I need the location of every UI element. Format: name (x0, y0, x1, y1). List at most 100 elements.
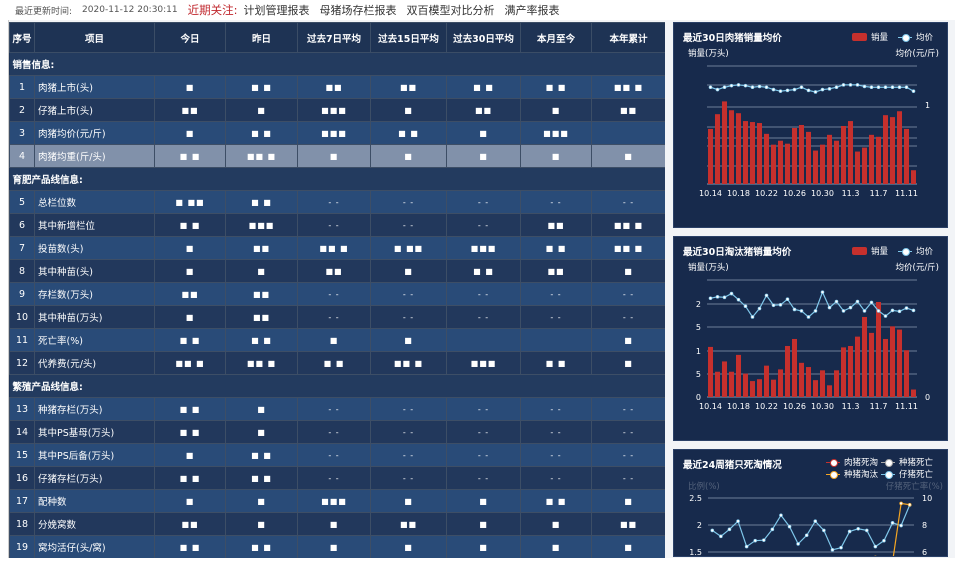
link-full-production-report[interactable]: 满产率报表 (504, 4, 560, 17)
cell-value: ■ ■ (154, 213, 226, 237)
legend-item[interactable]: 种猪死亡 (881, 456, 933, 468)
cell-value: ■ ■ (520, 75, 592, 99)
cell-value: ■ (225, 420, 298, 444)
cell-value: ■ (225, 259, 298, 283)
row-number: 7 (9, 236, 35, 260)
legend-label: 均价 (916, 33, 934, 43)
bar (834, 370, 839, 397)
link-sow-stock-report[interactable]: 母猪场存栏报表 (319, 4, 397, 17)
bar (785, 345, 790, 397)
table-row[interactable]: 7 投苗数(头) ■ ■■ ■■ ■ ■ ■■ ■■■ ■ ■ ■■ ■ (9, 236, 665, 260)
cell-value: - - (520, 282, 592, 306)
cell-value: ■ (446, 535, 521, 558)
column-header[interactable]: 过去15日平均 (370, 22, 447, 53)
data-point (911, 308, 916, 313)
column-header[interactable]: 过去7日平均 (297, 22, 371, 53)
table-row[interactable]: 8 其中种苗(头) ■ ■ ■■ ■ ■ ■ ■■ ■ (9, 259, 665, 283)
table-row[interactable]: 16 仔猪存栏(万头) ■ ■ ■ ■ - -- -- -- -- - (9, 466, 665, 490)
data-point (761, 538, 766, 542)
bar (869, 332, 874, 397)
cell-value: ■■ (297, 75, 371, 99)
legend-item[interactable]: 肉猪死淘 (826, 456, 878, 468)
bar (757, 123, 762, 184)
table-row[interactable]: 19 窝均活仔(头/窝) ■ ■ ■ ■ ■ ■ ■ ■ ■ (9, 535, 665, 558)
cell-value: ■■ ■ (591, 75, 665, 99)
column-header[interactable]: 序号 (9, 22, 35, 53)
data-point (911, 89, 916, 93)
table-row[interactable]: 2 仔猪上市(头) ■■ ■ ■■■ ■ ■■ ■ ■■ (9, 98, 665, 122)
cell-value: ■ ■ (297, 351, 371, 375)
link-model-compare[interactable]: 双百模型对比分析 (406, 4, 495, 17)
row-number: 2 (9, 98, 35, 122)
bar (855, 151, 860, 184)
data-point (743, 83, 748, 88)
data-point (820, 290, 825, 294)
data-point (778, 303, 783, 307)
data-point (907, 502, 912, 507)
table-row[interactable]: 3 肉猪均价(元/斤) ■ ■ ■ ■■■ ■ ■ ■ ■■■ (9, 121, 665, 145)
data-point (874, 555, 877, 556)
cell-value: ■■ (297, 259, 371, 283)
row-item: 其中新增栏位 (34, 213, 155, 237)
row-item: 种猪存栏(万头) (34, 397, 155, 421)
bar (834, 140, 839, 184)
link-plan-report[interactable]: 计划管理报表 (243, 4, 310, 17)
row-item: 仔猪上市(头) (34, 98, 155, 122)
bar (862, 316, 867, 397)
legend[interactable]: 销量 均价 (852, 245, 933, 257)
bar (722, 361, 727, 397)
column-header[interactable]: 项目 (34, 22, 155, 53)
data-point (856, 526, 861, 531)
cell-value: ■■■ (297, 121, 371, 145)
row-number: 9 (9, 282, 35, 306)
bar (827, 385, 832, 397)
column-header[interactable]: 今日 (154, 22, 226, 53)
table-row[interactable]: 6 其中新增栏位 ■ ■ ■■■ - -- -- - ■■ ■■ ■ (9, 213, 665, 237)
bar (722, 101, 727, 184)
cell-value: ■ ■ (154, 466, 226, 490)
row-number: 8 (9, 259, 35, 283)
cell-value: ■■ (154, 282, 226, 306)
table-row[interactable]: 5 总栏位数 ■ ■■ ■ ■ - -- -- -- -- - (9, 190, 665, 214)
row-number: 17 (9, 489, 35, 513)
legend-line-swatch (881, 470, 895, 479)
cell-value: ■ (154, 259, 226, 283)
column-header[interactable]: 昨日 (225, 22, 298, 53)
data-point (822, 528, 826, 533)
bar (820, 144, 825, 184)
cell-value: ■ (370, 144, 447, 168)
cell-value: - - (297, 466, 371, 490)
cell-value: ■ (370, 98, 447, 122)
bar (750, 381, 755, 397)
y-tick-label: 2 (696, 300, 701, 309)
table-row[interactable]: 1 肉猪上市(头) ■ ■ ■ ■■ ■■ ■ ■ ■ ■ ■■ ■ (9, 75, 665, 99)
legend-item[interactable]: 仔猪死亡 (881, 468, 933, 480)
column-header[interactable]: 本年累计 (591, 22, 665, 53)
table-row[interactable]: 13 种猪存栏(万头) ■ ■ ■ - -- -- -- -- - (9, 397, 665, 421)
cell-value: ■ (370, 535, 447, 558)
table-row[interactable]: 9 存栏数(万头) ■■ ■■ - -- -- -- -- - (9, 282, 665, 306)
table-row[interactable]: 14 其中PS基母(万头) ■ ■ ■ - -- -- -- -- - (9, 420, 665, 444)
table-row[interactable]: 15 其中PS后备(万头) ■ ■ ■ - -- -- -- -- - (9, 443, 665, 467)
data-point (785, 297, 790, 301)
bar (904, 350, 909, 397)
table-row[interactable]: 18 分娩窝数 ■■ ■ ■ ■■ ■ ■ ■■ (9, 512, 665, 536)
bar (911, 170, 916, 184)
table-row[interactable]: 10 其中种苗(万头) ■ ■■ - -- -- -- -- - (9, 305, 665, 329)
table-row[interactable]: 12 代养费(元/头) ■■ ■ ■■ ■ ■ ■ ■■ ■ ■■■ ■ ■ ■ (9, 351, 665, 375)
data-point (804, 533, 809, 538)
legend[interactable]: 销量 均价 (852, 31, 933, 43)
bar (883, 115, 888, 184)
table-row[interactable]: 4 肉猪均重(斤/头) ■ ■ ■■ ■ ■ ■ ■ ■ ■ (9, 144, 665, 168)
bar (750, 122, 755, 184)
legend-item[interactable]: 种猪淘汰 (826, 468, 878, 480)
y-axis-right-label: 均价(元/斤) (895, 49, 940, 59)
column-header[interactable]: 本月至今 (520, 22, 592, 53)
bar (757, 379, 762, 397)
metrics-table-container[interactable]: 序号 项目 今日 昨日 过去7日平均 过去15日平均 过去30日平均 本月至今 本年累计 销售信… (9, 22, 665, 558)
table-row[interactable]: 11 死亡率(%) ■ ■ ■ ■ ■ ■ ■ (9, 328, 665, 352)
data-point (882, 538, 886, 543)
table-row[interactable]: 17 配种数 ■ ■ ■■■ ■ ■ ■ ■ ■ (9, 489, 665, 513)
column-header[interactable]: 过去30日平均 (446, 22, 521, 53)
cell-value: ■ ■ (520, 351, 592, 375)
